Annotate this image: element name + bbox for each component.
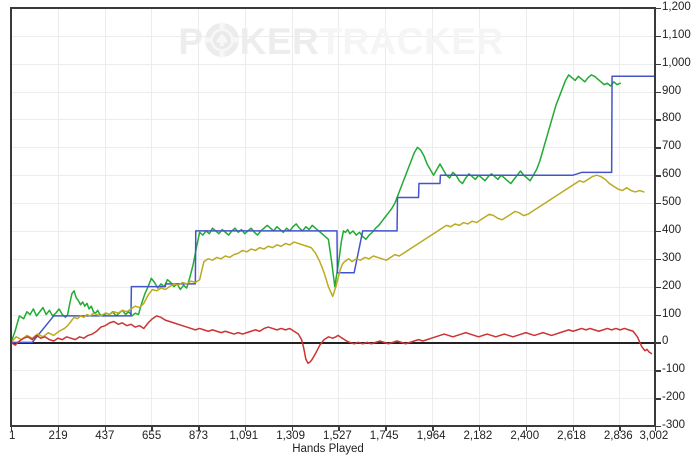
series-line (11, 75, 655, 344)
gridline-vertical (151, 8, 153, 426)
x-tick-mark (198, 426, 200, 431)
y-tick-mark (656, 203, 661, 205)
x-tick-mark (11, 426, 13, 431)
y-tick-label: 300 (662, 251, 682, 264)
y-tick-label: 0 (662, 335, 669, 348)
y-axis-line (654, 7, 656, 426)
y-tick-mark (656, 398, 661, 400)
gridline-vertical (198, 8, 200, 426)
x-tick-label: 1,091 (229, 430, 259, 442)
series-line (11, 74, 621, 344)
x-tick-label: 1 (9, 430, 16, 442)
x-tick-label: 3,002 (639, 430, 669, 442)
x-tick-label: 655 (142, 430, 162, 442)
x-tick-mark (432, 426, 434, 431)
y-tick-mark (656, 119, 661, 121)
y-tick-mark (656, 230, 661, 233)
y-tick-label: 100 (662, 307, 682, 320)
y-tick-label: 1,100 (662, 28, 691, 41)
x-tick-mark (619, 426, 621, 431)
plot-border-top (10, 7, 656, 9)
plot-area (10, 7, 655, 426)
x-tick-label: 2,618 (557, 430, 586, 442)
gridline-vertical (291, 8, 293, 426)
y-tick-label: -300 (662, 419, 686, 431)
y-tick-mark (656, 426, 661, 428)
gridline-horizontal (11, 314, 655, 316)
gridline-vertical (619, 8, 621, 426)
gridline-vertical (104, 8, 106, 426)
gridline-vertical (338, 8, 340, 426)
y-tick-mark (656, 175, 661, 177)
gridline-vertical (572, 8, 574, 426)
x-tick-label: 1,745 (369, 430, 399, 442)
x-tick-label: 873 (188, 430, 208, 442)
plot-border-left (10, 7, 12, 426)
x-tick-label: 437 (95, 430, 115, 442)
series-line (11, 315, 653, 365)
x-tick-mark (525, 426, 528, 431)
x-tick-mark (104, 426, 106, 431)
y-tick-label: 700 (662, 140, 682, 153)
x-tick-mark (385, 426, 387, 431)
gridline-horizontal (11, 175, 655, 177)
gridline-vertical (525, 8, 527, 426)
y-tick-label: -200 (662, 391, 686, 404)
y-tick-mark (656, 8, 661, 10)
gridline-horizontal (11, 370, 655, 372)
y-tick-label: 1,000 (662, 56, 691, 69)
y-tick-label: 400 (662, 223, 682, 236)
zero-reference-line (11, 342, 655, 344)
gridline-horizontal (11, 35, 655, 37)
x-tick-label: 2,836 (603, 430, 633, 442)
x-tick-label: 2,182 (463, 430, 493, 442)
gridline-horizontal (11, 119, 655, 121)
gridline-horizontal (11, 91, 655, 93)
y-tick-mark (656, 370, 661, 372)
y-tick-mark (656, 314, 661, 316)
x-tick-label: 1,309 (276, 430, 305, 442)
x-tick-label: 2,400 (510, 430, 540, 442)
x-tick-mark (151, 426, 153, 431)
x-tick-mark (291, 426, 294, 431)
x-tick-mark (572, 426, 574, 431)
gridline-horizontal (11, 203, 655, 205)
x-tick-mark (244, 426, 247, 431)
x-tick-mark (338, 426, 340, 431)
gridline-vertical (57, 8, 59, 426)
y-tick-mark (656, 286, 661, 289)
y-tick-mark (656, 258, 661, 261)
y-tick-mark (656, 342, 661, 344)
y-tick-label: 900 (662, 84, 682, 97)
x-tick-label: 1,964 (416, 430, 446, 442)
x-tick-mark (479, 426, 481, 431)
y-tick-label: 1,200 (662, 1, 691, 13)
gridline-horizontal (11, 147, 655, 149)
x-tick-label: 219 (48, 430, 68, 442)
y-tick-mark (656, 91, 661, 93)
gridline-vertical (479, 8, 481, 426)
x-tick-mark (655, 426, 657, 431)
series-line (11, 174, 645, 344)
x-axis-title: Hands Played (292, 443, 364, 455)
gridline-horizontal (11, 258, 655, 260)
y-tick-label: 800 (662, 112, 682, 125)
gridline-vertical (432, 8, 434, 426)
y-tick-label: 200 (662, 279, 682, 292)
x-tick-mark (57, 426, 60, 431)
gridline-horizontal (11, 286, 655, 288)
gridline-horizontal (11, 398, 655, 400)
y-tick-label: -100 (662, 363, 686, 376)
y-tick-mark (656, 35, 661, 38)
gridline-horizontal (11, 63, 655, 65)
gridline-vertical (244, 8, 246, 426)
x-axis-line (10, 425, 656, 427)
y-tick-label: 500 (662, 196, 682, 209)
y-tick-mark (656, 147, 661, 149)
y-tick-label: 600 (662, 168, 682, 181)
x-tick-label: 1,527 (322, 430, 352, 442)
y-tick-mark (656, 63, 661, 66)
